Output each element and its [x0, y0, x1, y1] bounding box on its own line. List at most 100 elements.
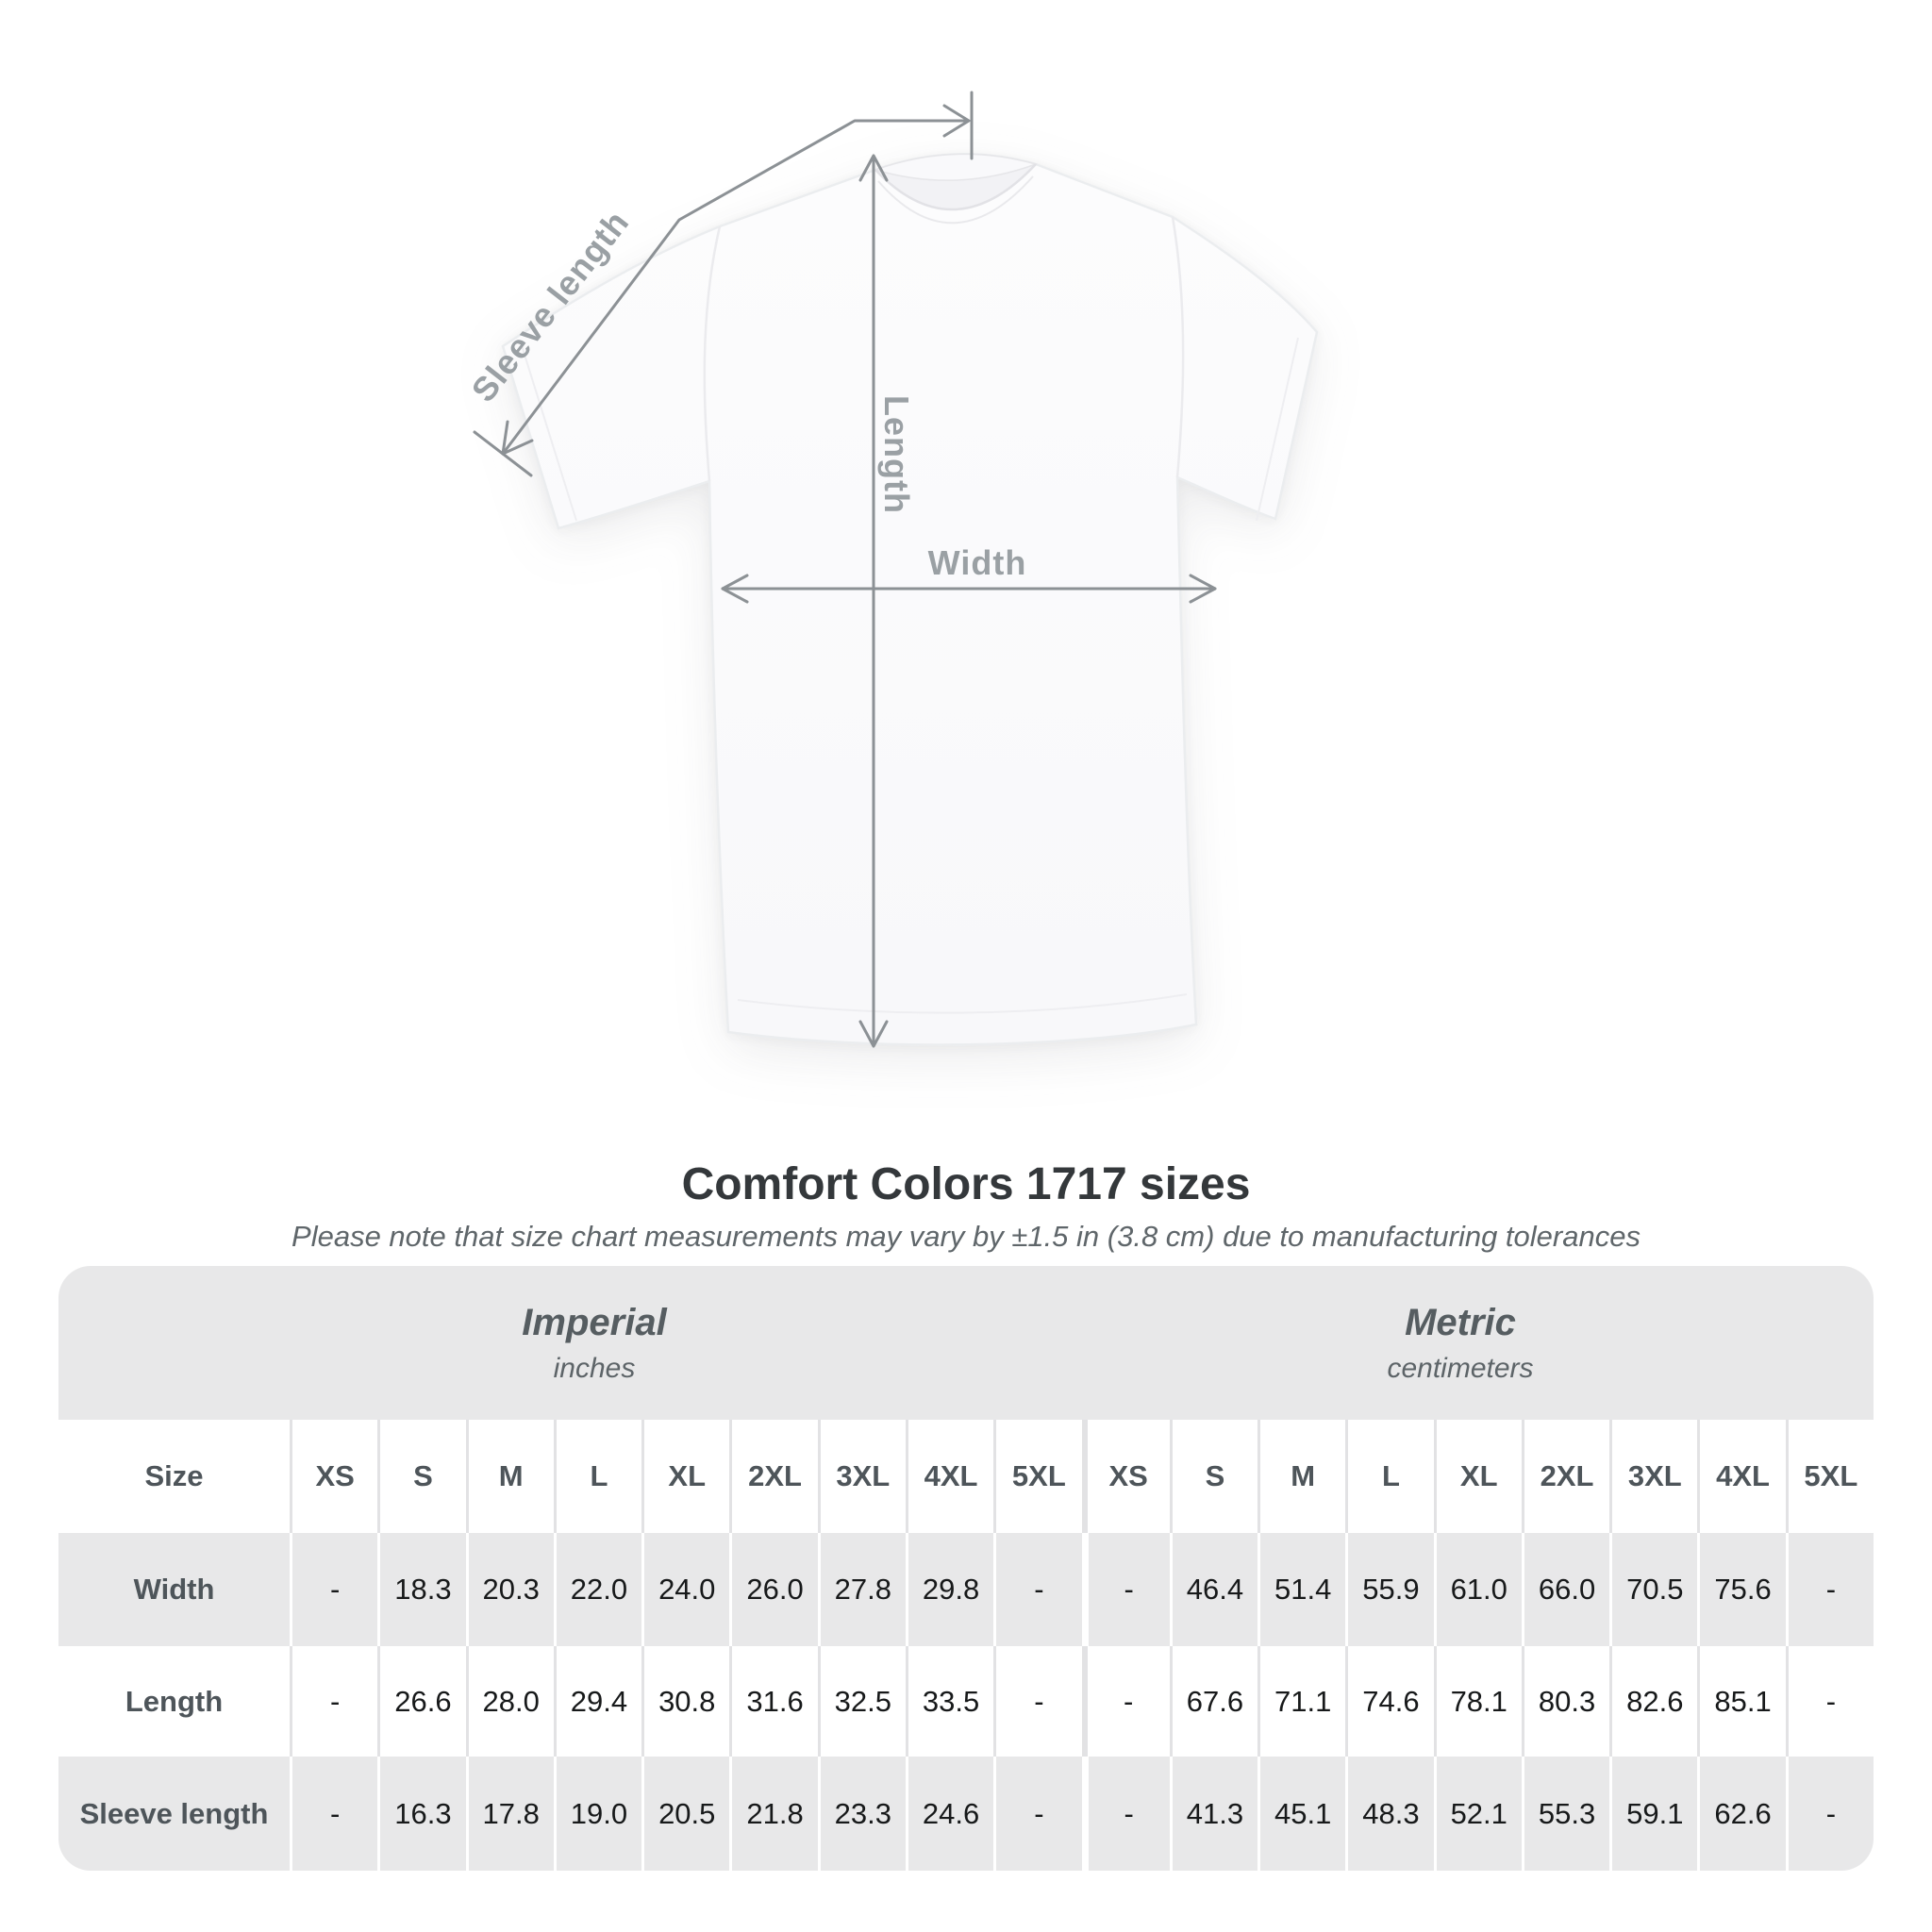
imperial-size-header-3xl: 3XL: [817, 1420, 906, 1533]
imperial-size-header-xl: XL: [641, 1420, 729, 1533]
row-label: Sleeve length: [58, 1757, 290, 1871]
value-cell: 70.5: [1609, 1533, 1698, 1646]
value-cell: -: [993, 1646, 1081, 1757]
metric-label: Metric: [1405, 1301, 1516, 1343]
imperial-size-header-s: S: [377, 1420, 465, 1533]
value-cell: 45.1: [1257, 1757, 1346, 1871]
value-cell: -: [1785, 1646, 1874, 1757]
imperial-size-header-m: M: [465, 1420, 554, 1533]
value-cell: 22.0: [553, 1533, 642, 1646]
value-cell: 75.6: [1697, 1533, 1786, 1646]
value-cell: 61.0: [1433, 1533, 1522, 1646]
value-cell: 27.8: [817, 1533, 906, 1646]
size-column-header: Size: [144, 1459, 204, 1492]
value-cell: 74.6: [1345, 1646, 1433, 1757]
value-cell: 85.1: [1697, 1646, 1785, 1757]
arrowhead-width-right: [1189, 574, 1217, 604]
value-cell: 32.5: [817, 1646, 906, 1757]
neckline-stitch: [877, 175, 1034, 225]
neckline-seam: [874, 163, 1037, 211]
metric-size-header-m: M: [1257, 1420, 1345, 1533]
metric-size-header-l: L: [1345, 1420, 1433, 1533]
value-cell: -: [1081, 1533, 1170, 1646]
imperial-size-header-2xl: 2XL: [729, 1420, 817, 1533]
metric-size-header-3xl: 3XL: [1609, 1420, 1697, 1533]
tshirt-graphic: [501, 153, 1319, 1046]
value-cell: 20.5: [641, 1757, 730, 1871]
width-label: Width: [928, 543, 1027, 582]
value-cell: 21.8: [729, 1757, 818, 1871]
tshirt-body: [501, 153, 1319, 1046]
imperial-heading: Imperial inches: [522, 1266, 666, 1420]
value-cell: 17.8: [465, 1757, 554, 1871]
value-cell: 29.8: [905, 1533, 994, 1646]
value-cell: 41.3: [1169, 1757, 1258, 1871]
length-label: Length: [877, 395, 916, 514]
metric-size-header-s: S: [1169, 1420, 1257, 1533]
value-cell: 55.9: [1345, 1533, 1434, 1646]
bottom-hem-stitch: [737, 993, 1188, 1014]
row-label: Width: [58, 1533, 290, 1646]
sleeve-end-tick: [473, 430, 533, 477]
value-cell: -: [1785, 1757, 1874, 1871]
value-cell: 52.1: [1433, 1757, 1522, 1871]
value-cell: 26.6: [377, 1646, 465, 1757]
metric-size-header-xl: XL: [1433, 1420, 1522, 1533]
value-cell: 33.5: [905, 1646, 993, 1757]
value-cell: 19.0: [553, 1757, 642, 1871]
value-cell: 62.6: [1697, 1757, 1786, 1871]
value-cell: -: [993, 1757, 1082, 1871]
metric-size-header-4xl: 4XL: [1697, 1420, 1785, 1533]
size-table: Imperial inches Metric centimeters Size X…: [58, 1266, 1874, 1871]
value-cell: 71.1: [1257, 1646, 1345, 1757]
value-cell: -: [290, 1757, 378, 1871]
imperial-size-header-xs: XS: [290, 1420, 377, 1533]
value-cell: -: [993, 1533, 1082, 1646]
value-cell: -: [1081, 1757, 1170, 1871]
value-cell: 80.3: [1521, 1646, 1609, 1757]
length-arrow: Length: [858, 154, 916, 1048]
imperial-size-header-5xl: 5XL: [993, 1420, 1081, 1533]
sleeve-measure-line: [501, 119, 970, 456]
imperial-unit: inches: [553, 1352, 636, 1384]
imperial-size-header-l: L: [553, 1420, 641, 1533]
value-cell: 67.6: [1169, 1646, 1257, 1757]
unit-band: Imperial inches Metric centimeters: [58, 1266, 1874, 1420]
right-sleeve-seam: [1171, 216, 1185, 478]
value-cell: -: [290, 1646, 377, 1757]
arrowhead-left: [721, 574, 749, 604]
value-cell: 26.0: [729, 1533, 818, 1646]
tolerance-note: Please note that size chart measurements…: [291, 1220, 1641, 1253]
value-cell: 51.4: [1257, 1533, 1346, 1646]
arrowhead-down: [858, 1020, 889, 1048]
value-cell: 31.6: [729, 1646, 817, 1757]
page-title: Comfort Colors 1717 sizes: [681, 1159, 1251, 1210]
value-cell: 66.0: [1521, 1533, 1610, 1646]
value-cell: 23.3: [817, 1757, 906, 1871]
right-sleeve-hem-stitch: [1256, 337, 1299, 522]
imperial-size-header-4xl: 4XL: [905, 1420, 993, 1533]
value-cell: 29.4: [553, 1646, 641, 1757]
imperial-label: Imperial: [522, 1301, 667, 1343]
left-sleeve-hem-stitch: [520, 341, 577, 522]
value-cell: 16.3: [377, 1757, 466, 1871]
value-cell: 78.1: [1433, 1646, 1522, 1757]
value-cell: 48.3: [1345, 1757, 1434, 1871]
value-cell: -: [1081, 1646, 1170, 1757]
value-cell: 59.1: [1609, 1757, 1698, 1871]
tshirt-measurement-diagram: Sleeve length Length Width: [464, 91, 1319, 1048]
metric-size-header-5xl: 5XL: [1785, 1420, 1874, 1533]
value-cell: -: [1785, 1533, 1874, 1646]
metric-size-header-2xl: 2XL: [1521, 1420, 1609, 1533]
left-sleeve-seam: [703, 225, 722, 482]
value-cell: 46.4: [1169, 1533, 1258, 1646]
metric-size-header-xs: XS: [1081, 1420, 1170, 1533]
value-cell: 20.3: [465, 1533, 554, 1646]
value-cell: 24.6: [905, 1757, 994, 1871]
value-cell: -: [290, 1533, 378, 1646]
metric-unit: centimeters: [1387, 1352, 1534, 1384]
metric-heading: Metric centimeters: [1387, 1266, 1533, 1420]
value-cell: 30.8: [641, 1646, 729, 1757]
arrowhead-right: [942, 104, 971, 138]
